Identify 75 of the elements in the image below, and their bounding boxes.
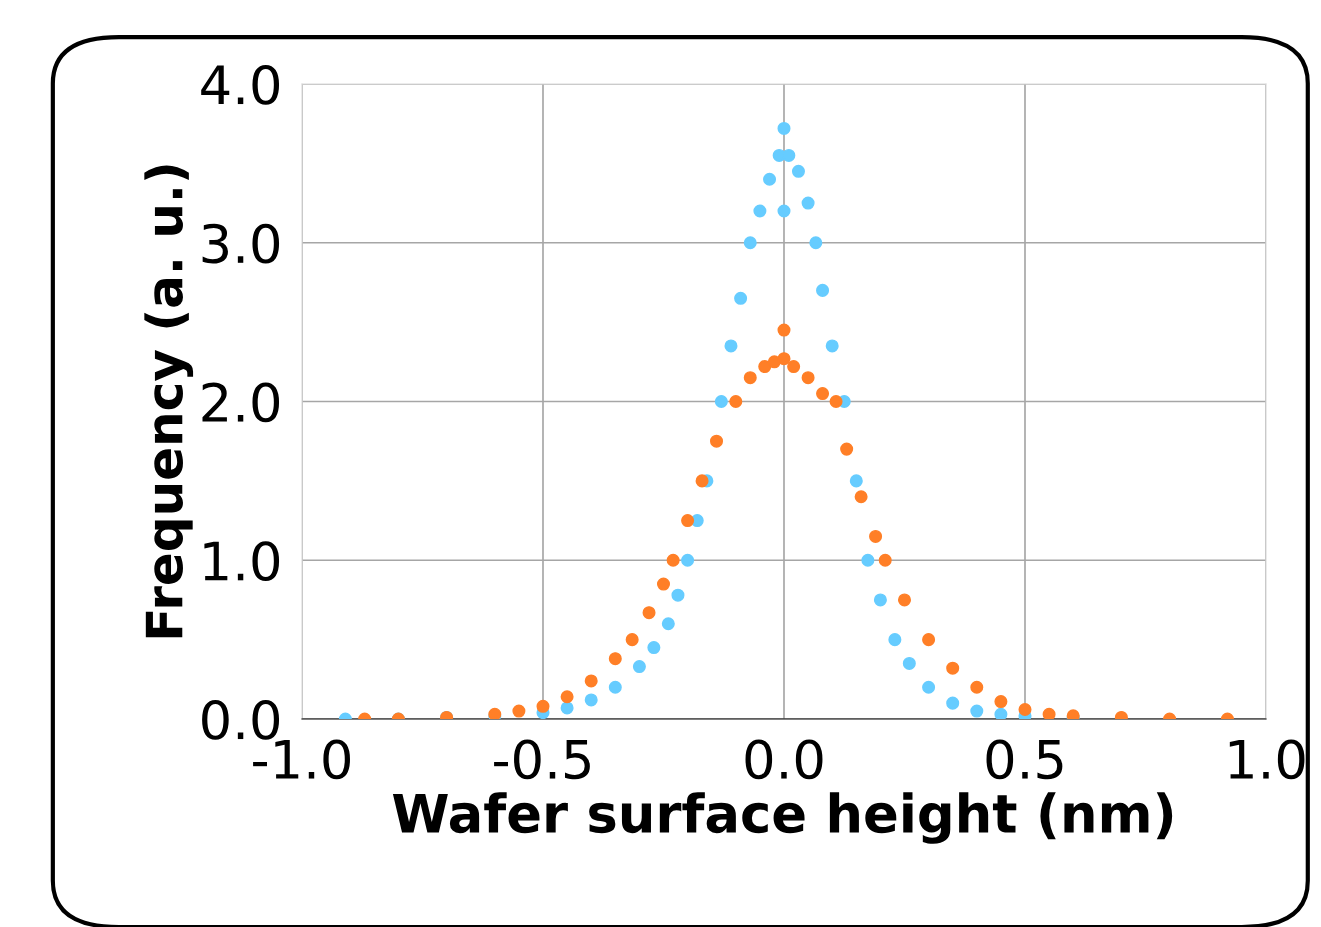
point <box>1042 707 1056 719</box>
point <box>873 593 887 607</box>
point <box>816 283 830 297</box>
point <box>946 696 960 710</box>
point <box>681 514 695 528</box>
point <box>782 148 796 162</box>
y-tick-label: 1.0 <box>204 541 280 582</box>
point <box>681 553 695 567</box>
point <box>922 680 936 694</box>
point <box>994 695 1008 709</box>
point <box>724 339 738 353</box>
point <box>809 236 823 250</box>
point <box>994 707 1008 719</box>
x-tick-label: -1.0 <box>253 739 350 780</box>
x-tick-label: 0.5 <box>986 739 1063 780</box>
point <box>632 660 646 674</box>
point <box>584 693 598 707</box>
point <box>897 593 912 607</box>
point <box>695 474 709 488</box>
point <box>791 164 805 178</box>
point <box>584 674 598 688</box>
point <box>946 661 960 675</box>
y-tick-label: 0.0 <box>202 699 280 740</box>
x-tick-label: 0.0 <box>745 739 823 780</box>
point <box>777 121 791 135</box>
point <box>849 474 863 488</box>
y-tick-label: 4.0 <box>201 64 280 105</box>
x-tick-label: 1.0 <box>1229 739 1305 780</box>
point <box>512 704 526 718</box>
point <box>970 704 984 718</box>
y-axis-title: Frequency (a. u.) <box>144 165 194 638</box>
point <box>840 442 854 456</box>
point <box>829 394 843 409</box>
x-axis-title: Wafer surface height (nm) <box>392 792 1173 844</box>
point <box>671 588 685 602</box>
point <box>878 553 892 567</box>
y-tick-label: 3.0 <box>202 223 280 264</box>
point <box>647 641 661 655</box>
point <box>642 606 656 620</box>
point <box>714 394 728 409</box>
point <box>753 204 767 218</box>
point <box>536 699 550 713</box>
point <box>656 577 671 591</box>
point <box>787 360 801 374</box>
point <box>854 490 868 504</box>
point <box>777 204 791 218</box>
point <box>625 633 639 647</box>
point <box>902 656 916 670</box>
point <box>560 701 574 715</box>
point <box>560 690 574 704</box>
point <box>758 360 772 374</box>
point <box>743 236 757 250</box>
point <box>777 352 791 366</box>
point <box>922 633 936 647</box>
y-tick-label: 2.0 <box>202 382 280 423</box>
point <box>777 323 791 337</box>
point <box>970 680 984 694</box>
point <box>801 196 815 210</box>
point <box>710 434 724 448</box>
point <box>734 291 748 305</box>
point <box>763 172 777 186</box>
point <box>869 529 883 543</box>
point <box>661 617 675 631</box>
point <box>825 339 839 353</box>
x-tick-label: -0.5 <box>494 739 590 780</box>
point <box>1018 702 1032 716</box>
point <box>743 371 757 385</box>
point <box>816 387 830 401</box>
point <box>801 371 815 385</box>
point <box>608 652 622 666</box>
point <box>608 680 622 694</box>
point <box>666 553 680 567</box>
point <box>888 633 902 647</box>
point <box>861 553 875 567</box>
point <box>729 394 743 409</box>
